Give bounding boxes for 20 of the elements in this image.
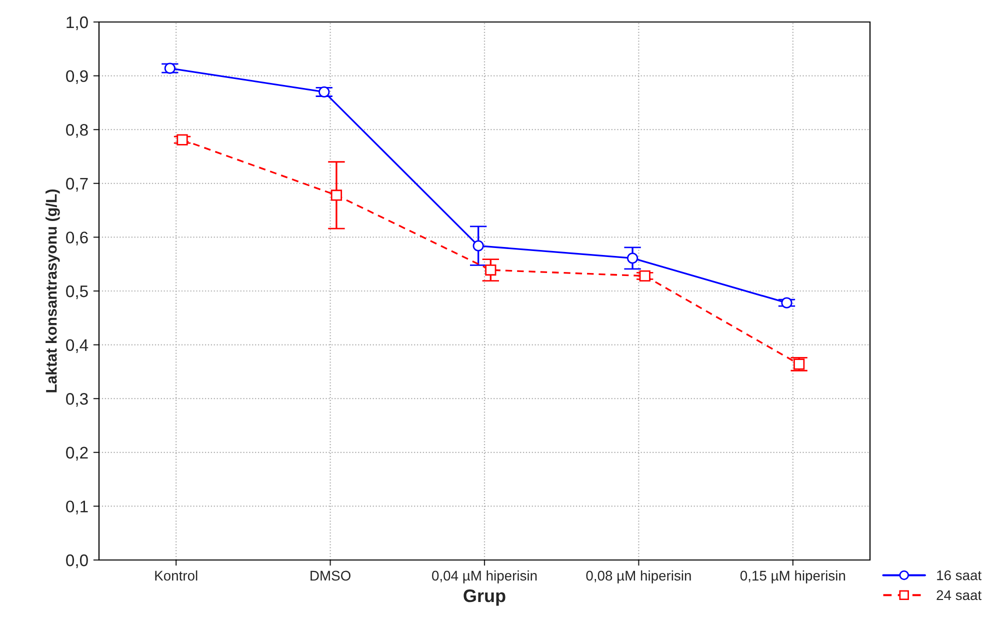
- y-tick-label: 0,7: [66, 178, 88, 192]
- x-tick-label: DMSO: [310, 570, 350, 581]
- y-tick-label: 0,8: [66, 124, 88, 138]
- y-tick-label: 1,0: [66, 16, 88, 30]
- y-tick-label: 0,2: [66, 446, 88, 461]
- legend-label: 16 saat: [937, 570, 982, 580]
- y-tick-label: 0,6: [66, 232, 88, 246]
- x-axis-title: Grup: [464, 589, 506, 606]
- x-tick-label: 0,15 µM hiperisin: [740, 570, 846, 584]
- y-axis-title: Laktat konsantrasyonu (g/L): [46, 189, 60, 392]
- y-tick-label: 0,4: [66, 339, 88, 353]
- x-tick-label: 0,08 µM hiperisin: [586, 570, 691, 584]
- y-tick-label: 0,0: [66, 554, 88, 568]
- legend-label: 24 saat: [936, 590, 982, 600]
- x-tick-label: 0,04 µM hiperisin: [432, 570, 537, 584]
- y-tick-label: 0,1: [66, 500, 88, 514]
- y-tick-label: 0,3: [66, 393, 88, 407]
- x-tick-label: Kontrol: [155, 570, 198, 581]
- y-tick-label: 0,5: [66, 285, 88, 300]
- y-tick-label: 0,9: [66, 70, 88, 84]
